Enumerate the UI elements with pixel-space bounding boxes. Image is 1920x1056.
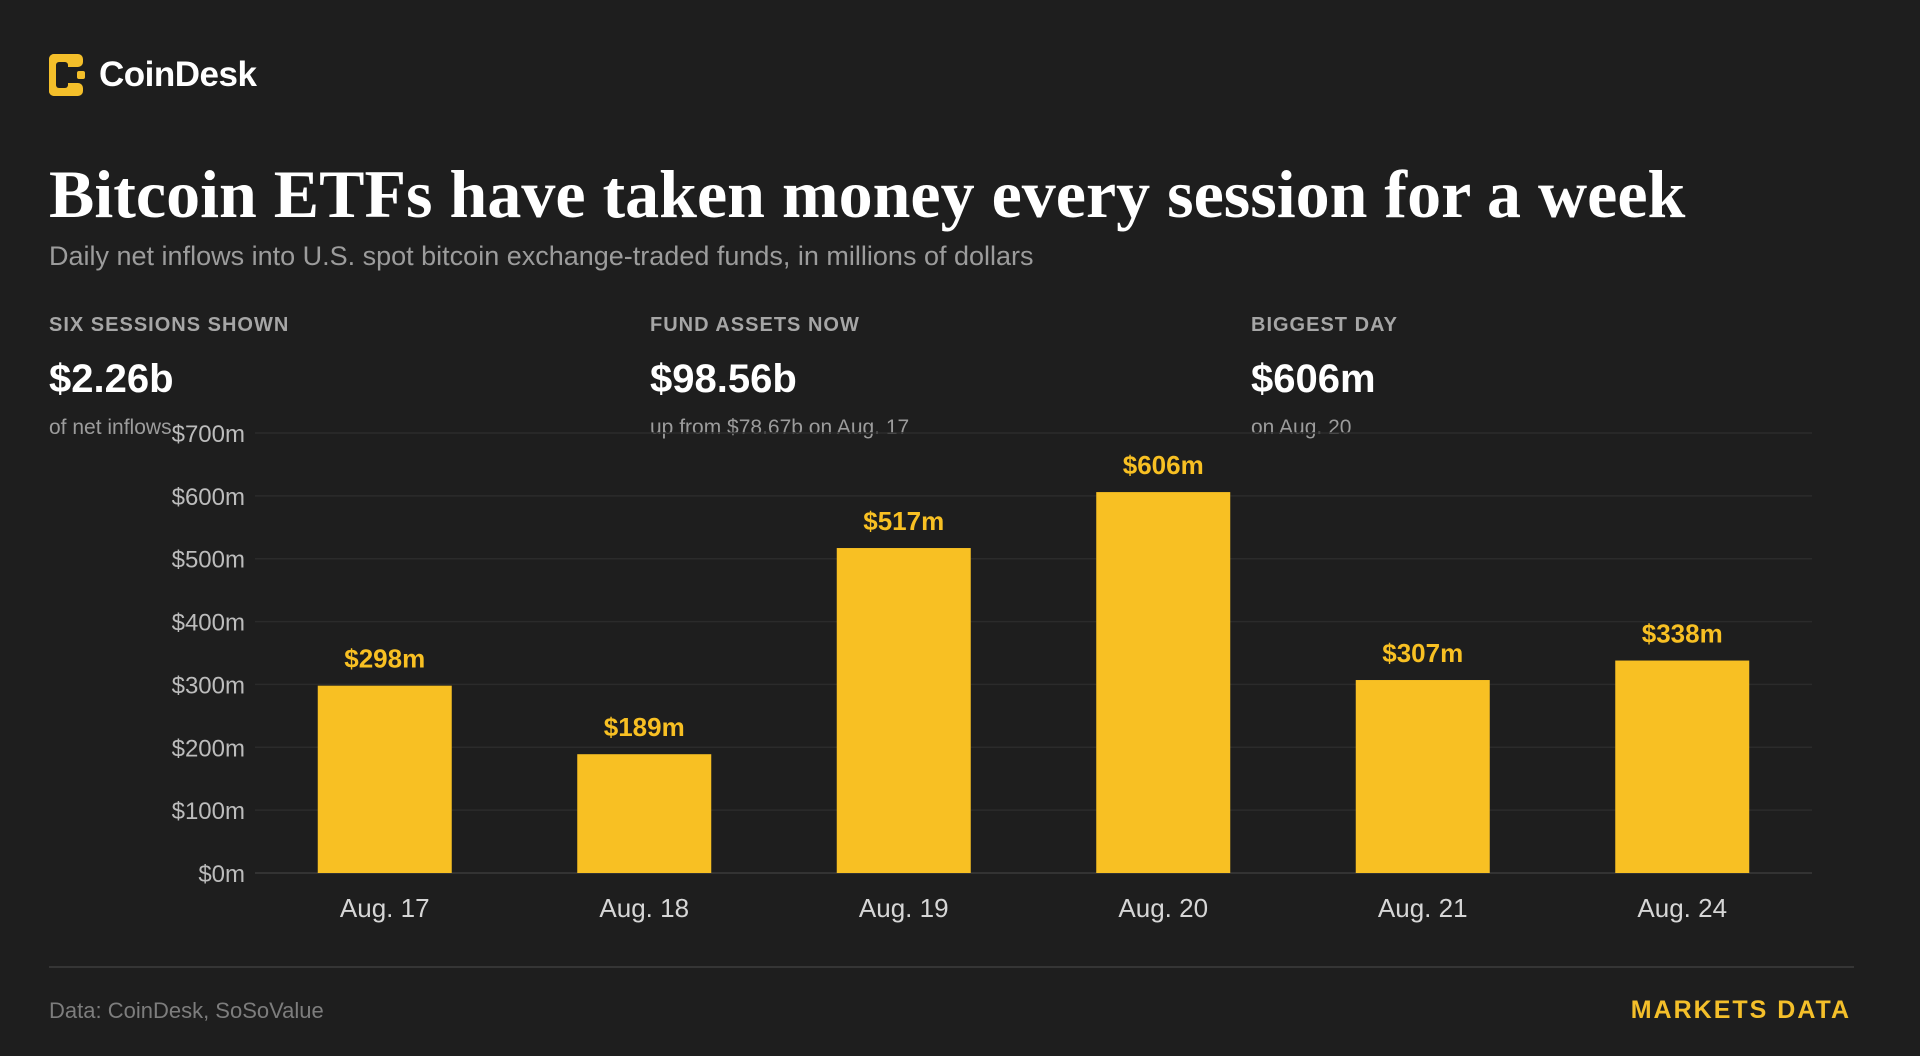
stat-biggest-day: Biggest day $606m on Aug. 20 bbox=[1251, 314, 1811, 440]
data-label: $517m bbox=[863, 506, 944, 536]
y-tick-label: $500m bbox=[172, 547, 245, 574]
y-tick-label: $600m bbox=[172, 484, 245, 511]
x-tick-label: Aug. 17 bbox=[340, 893, 430, 923]
y-tick-label: $400m bbox=[172, 610, 245, 637]
coindesk-bracket-logo-icon bbox=[49, 54, 85, 96]
brand-name: CoinDesk bbox=[99, 55, 257, 94]
stat-sessions: Six sessions shown $2.26b of net inflows bbox=[49, 314, 609, 440]
bar bbox=[836, 548, 971, 873]
stat-label: Fund assets now bbox=[650, 314, 860, 336]
y-tick-label: $100m bbox=[172, 798, 245, 825]
stat-label: Biggest day bbox=[1251, 314, 1398, 336]
page-title: Bitcoin ETFs have taken money every sess… bbox=[49, 156, 1686, 232]
data-label: $338m bbox=[1642, 619, 1723, 649]
data-label: $298m bbox=[344, 644, 425, 674]
x-tick-label: Aug. 18 bbox=[599, 893, 689, 923]
stat-value: $2.26b bbox=[49, 357, 174, 401]
bar bbox=[577, 754, 712, 873]
y-tick-label: $700m bbox=[172, 421, 245, 448]
x-tick-label: Aug. 19 bbox=[859, 893, 949, 923]
footer-divider bbox=[49, 966, 1854, 968]
bar bbox=[1615, 660, 1750, 873]
bar bbox=[317, 685, 452, 873]
data-label: $307m bbox=[1382, 638, 1463, 668]
section-tag: MARKETS DATA bbox=[1630, 996, 1851, 1024]
x-tick-label: Aug. 21 bbox=[1378, 893, 1468, 923]
stat-value: $606m bbox=[1251, 357, 1376, 401]
y-tick-label: $0m bbox=[198, 861, 245, 888]
x-tick-label: Aug. 20 bbox=[1118, 893, 1208, 923]
data-label: $606m bbox=[1123, 450, 1204, 480]
data-source: Data: CoinDesk, SoSoValue bbox=[49, 998, 324, 1023]
y-tick-label: $300m bbox=[172, 672, 245, 699]
bar bbox=[1096, 492, 1231, 873]
brand-logo: CoinDesk bbox=[49, 54, 257, 96]
x-tick-label: Aug. 24 bbox=[1637, 893, 1727, 923]
stat-note: of net inflows bbox=[49, 416, 172, 439]
stat-label: Six sessions shown bbox=[49, 314, 290, 336]
bar bbox=[1355, 680, 1490, 873]
stat-value: $98.56b bbox=[650, 357, 797, 401]
y-tick-label: $200m bbox=[172, 735, 245, 762]
page-subtitle: Daily net inflows into U.S. spot bitcoin… bbox=[49, 241, 1034, 271]
data-label: $189m bbox=[604, 712, 685, 742]
